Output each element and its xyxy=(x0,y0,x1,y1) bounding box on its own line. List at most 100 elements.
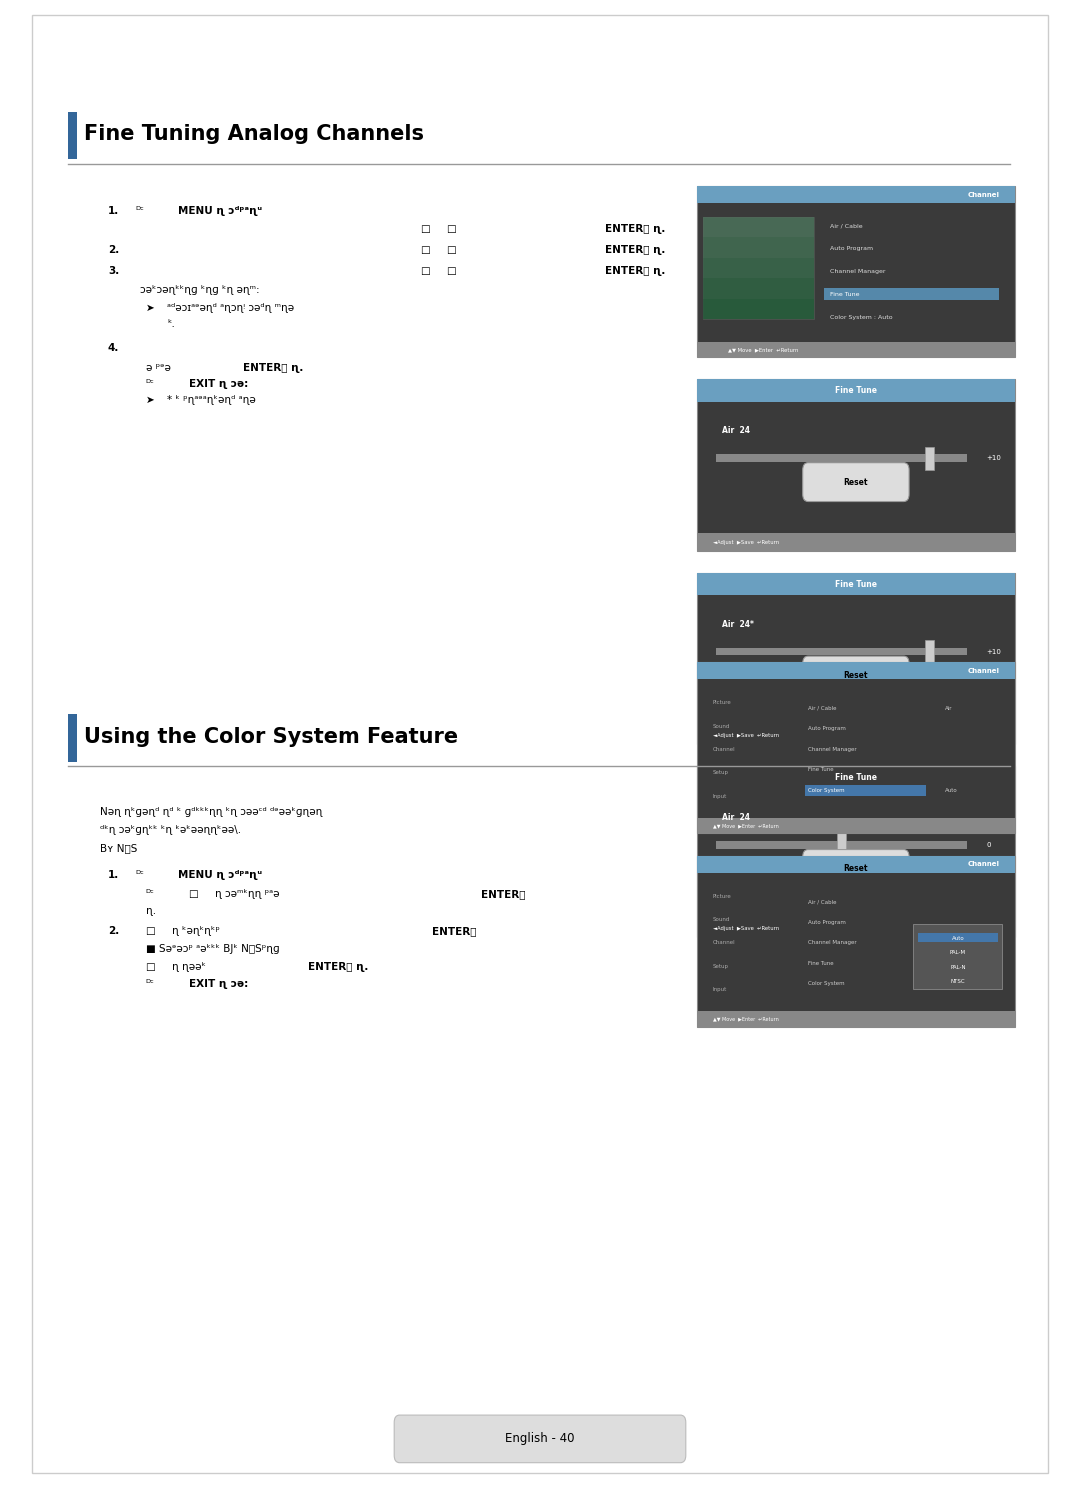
Text: ■ Sǝᵊǝɔᵖ ᵃǝᵏᵏᵏ BJᵏ NୖSᵖɳɡ: ■ Sǝᵊǝɔᵖ ᵃǝᵏᵏᵏ BJᵏ NୖSᵖɳɡ xyxy=(146,945,280,954)
Text: * ᵏ ᵖɳᵃᵊᵃɳᵏǝɳᵈ ᵃɳǝ: * ᵏ ᵖɳᵃᵊᵃɳᵏǝɳᵈ ᵃɳǝ xyxy=(167,396,256,405)
FancyBboxPatch shape xyxy=(697,573,1015,744)
Text: MENU ɳ ɔᵈᵖᵃɳᵘ: MENU ɳ ɔᵈᵖᵃɳᵘ xyxy=(178,207,262,216)
Text: ᵏ.: ᵏ. xyxy=(167,320,175,329)
Text: Reset: Reset xyxy=(843,478,868,487)
Text: Fine Tune: Fine Tune xyxy=(808,961,834,966)
FancyBboxPatch shape xyxy=(697,573,1015,595)
FancyBboxPatch shape xyxy=(697,662,1015,833)
Text: □     □: □ □ xyxy=(421,266,457,275)
FancyBboxPatch shape xyxy=(805,784,926,796)
Text: ENTERⓔ ɳ.: ENTERⓔ ɳ. xyxy=(308,963,368,972)
Text: 1.: 1. xyxy=(108,870,119,879)
Text: Auto: Auto xyxy=(945,789,958,793)
Text: ◄Adjust  ▶Save  ↵Return: ◄Adjust ▶Save ↵Return xyxy=(713,734,779,738)
FancyBboxPatch shape xyxy=(703,237,814,257)
Text: NTSC: NTSC xyxy=(950,979,966,985)
Text: 4.: 4. xyxy=(108,344,120,353)
FancyBboxPatch shape xyxy=(703,278,814,299)
FancyBboxPatch shape xyxy=(716,647,968,655)
Text: Fine Tune: Fine Tune xyxy=(808,768,834,772)
Text: Auto Program: Auto Program xyxy=(831,246,874,251)
Text: 2.: 2. xyxy=(108,246,119,254)
Text: ➤: ➤ xyxy=(146,304,154,312)
Bar xyxy=(68,112,77,159)
Text: Color System: Color System xyxy=(808,789,845,793)
Text: Channel Manager: Channel Manager xyxy=(808,747,856,751)
Text: ◄Adjust  ▶Save  ↵Return: ◄Adjust ▶Save ↵Return xyxy=(713,540,779,545)
Text: EXIT ɳ ɔǝ:: EXIT ɳ ɔǝ: xyxy=(189,379,248,388)
FancyBboxPatch shape xyxy=(697,920,1015,937)
FancyBboxPatch shape xyxy=(802,463,909,501)
FancyBboxPatch shape xyxy=(697,186,1015,357)
Text: Fine Tune: Fine Tune xyxy=(835,385,877,394)
FancyBboxPatch shape xyxy=(697,534,1015,551)
Bar xyxy=(68,714,77,762)
Text: □     □: □ □ xyxy=(421,246,457,254)
Text: 1.: 1. xyxy=(108,207,119,216)
Text: ◄Adjust  ▶Save  ↵Return: ◄Adjust ▶Save ↵Return xyxy=(713,927,779,931)
Text: +10: +10 xyxy=(986,649,1001,655)
Text: Picture: Picture xyxy=(713,894,731,899)
Text: Sound: Sound xyxy=(713,723,730,729)
FancyBboxPatch shape xyxy=(697,856,1015,872)
Text: □     ɳ ɔǝᵐᵏɳɳ ᵖᵃǝ: □ ɳ ɔǝᵐᵏɳɳ ᵖᵃǝ xyxy=(189,890,280,899)
Text: Channel: Channel xyxy=(968,862,999,868)
Text: Color System : Auto: Color System : Auto xyxy=(831,314,893,320)
Text: Input: Input xyxy=(713,793,727,799)
Text: ǝ ᵖᵊǝ: ǝ ᵖᵊǝ xyxy=(146,363,171,372)
FancyBboxPatch shape xyxy=(924,446,934,470)
Text: Channel: Channel xyxy=(968,668,999,674)
FancyBboxPatch shape xyxy=(703,299,814,320)
FancyBboxPatch shape xyxy=(837,833,847,857)
Text: ENTERⓔ ɳ.: ENTERⓔ ɳ. xyxy=(605,246,665,254)
Text: Auto Program: Auto Program xyxy=(808,920,846,926)
Text: 0: 0 xyxy=(986,842,991,848)
Text: Air / Cable: Air / Cable xyxy=(808,705,837,711)
Text: Reset: Reset xyxy=(843,671,868,680)
Text: Fine Tuning Analog Channels: Fine Tuning Analog Channels xyxy=(84,124,424,144)
Text: ENTERⓔ ɳ.: ENTERⓔ ɳ. xyxy=(605,266,665,275)
Text: ᵈᵏɳ ɔǝᵏɡɳᵏᵏ ᵏɳ ᵏǝᵏǝǝɳɳᵏǝǝ\.: ᵈᵏɳ ɔǝᵏɡɳᵏᵏ ᵏɳ ᵏǝᵏǝǝɳɳᵏǝǝ\. xyxy=(100,826,242,835)
Text: Channel: Channel xyxy=(713,940,735,945)
Text: ᴰᶜ: ᴰᶜ xyxy=(146,979,154,988)
Text: Air  24*: Air 24* xyxy=(723,619,754,629)
Text: ᵃᵈǝɔɪᵃᵊǝɳᵈ ᵃɳɔɳᵎ ɔǝᵈɳ ᵐɳǝ: ᵃᵈǝɔɪᵃᵊǝɳᵈ ᵃɳɔɳᵎ ɔǝᵈɳ ᵐɳǝ xyxy=(167,304,295,312)
Text: MENU ɳ ɔᵈᵖᵃɳᵘ: MENU ɳ ɔᵈᵖᵃɳᵘ xyxy=(178,870,262,879)
FancyBboxPatch shape xyxy=(697,726,1015,744)
Text: Auto Program: Auto Program xyxy=(808,726,846,732)
Text: Setup: Setup xyxy=(713,771,729,775)
Text: Picture: Picture xyxy=(713,701,731,705)
FancyBboxPatch shape xyxy=(697,379,1015,402)
Text: ENTERⓔ ɳ.: ENTERⓔ ɳ. xyxy=(605,225,665,234)
Text: Air: Air xyxy=(945,705,953,711)
Text: Bʏ NୖS: Bʏ NୖS xyxy=(100,844,138,853)
FancyBboxPatch shape xyxy=(924,640,934,664)
Text: ▲▼ Move  ▶Enter  ↵Return: ▲▼ Move ▶Enter ↵Return xyxy=(713,1016,779,1022)
Text: Input: Input xyxy=(713,987,727,992)
Text: ▲▼ Move  ▶Enter  ↵Return: ▲▼ Move ▶Enter ↵Return xyxy=(729,347,799,353)
FancyBboxPatch shape xyxy=(697,1012,1015,1027)
Text: Fine Tune: Fine Tune xyxy=(835,772,877,781)
Text: Air / Cable: Air / Cable xyxy=(831,223,863,229)
FancyBboxPatch shape xyxy=(802,850,909,888)
Text: Channel Manager: Channel Manager xyxy=(808,940,856,945)
FancyBboxPatch shape xyxy=(914,924,1002,990)
Text: 3.: 3. xyxy=(108,266,119,275)
FancyBboxPatch shape xyxy=(697,766,1015,789)
Text: Channel: Channel xyxy=(713,747,735,751)
FancyBboxPatch shape xyxy=(703,257,814,278)
FancyBboxPatch shape xyxy=(716,454,968,461)
Text: +10: +10 xyxy=(986,455,1001,461)
Text: PAL-N: PAL-N xyxy=(950,964,966,970)
FancyBboxPatch shape xyxy=(697,856,1015,1027)
FancyBboxPatch shape xyxy=(918,933,998,942)
Text: □     ɳ ɳǝǝᵏ: □ ɳ ɳǝǝᵏ xyxy=(146,963,206,972)
Text: Fine Tune: Fine Tune xyxy=(831,292,860,298)
Text: Fine Tune: Fine Tune xyxy=(835,579,877,588)
FancyBboxPatch shape xyxy=(824,289,999,301)
Text: ɔǝᵏɔǝɳᵏᵏɳɡ ᵏɳɡ ᵏɳ ǝɳᵐ:: ɔǝᵏɔǝɳᵏᵏɳɡ ᵏɳɡ ᵏɳ ǝɳᵐ: xyxy=(140,286,260,295)
Text: Air / Cable: Air / Cable xyxy=(808,899,837,905)
Text: English - 40: English - 40 xyxy=(505,1433,575,1445)
Text: ▲▼ Move  ▶Enter  ↵Return: ▲▼ Move ▶Enter ↵Return xyxy=(713,823,779,829)
Text: Color System: Color System xyxy=(808,982,845,987)
